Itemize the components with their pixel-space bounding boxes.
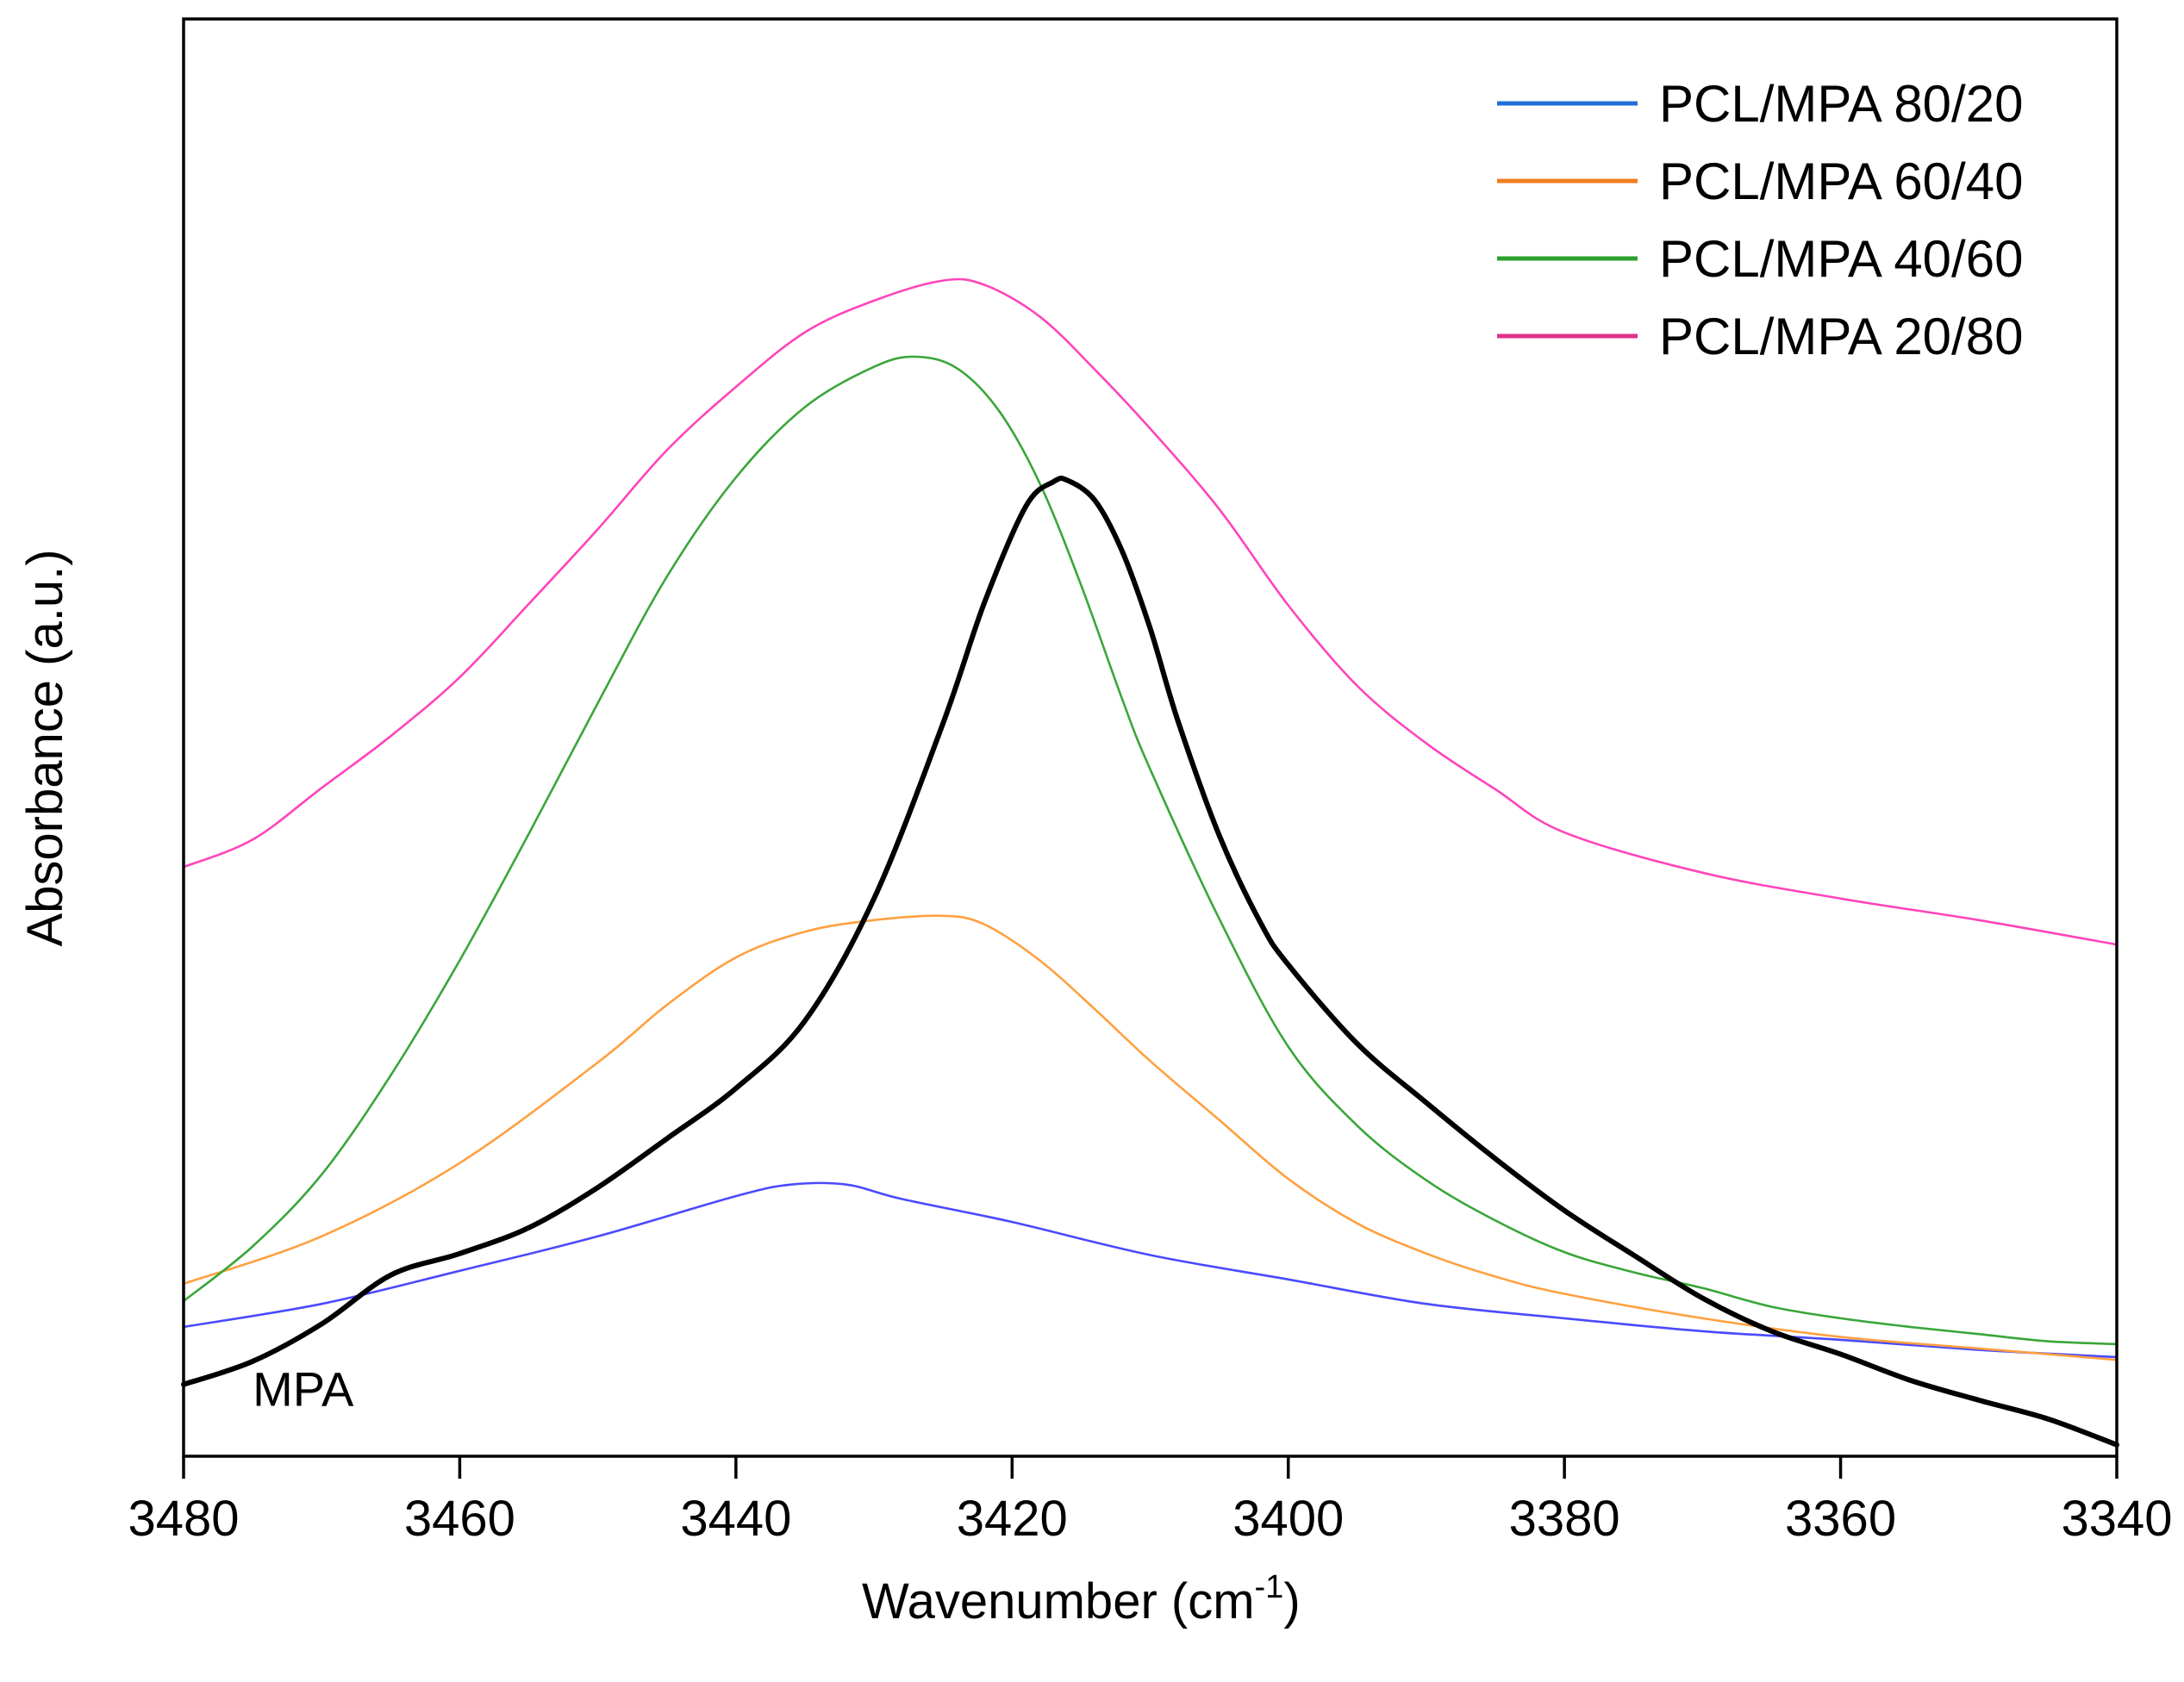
x-tick-label: 3380 xyxy=(1509,1491,1620,1547)
legend-label: PCL/MPA 80/20 xyxy=(1659,75,2023,133)
legend-label: PCL/MPA 20/80 xyxy=(1659,308,2023,365)
series-layer xyxy=(181,277,2119,1448)
series-line-pcl-mpa-80-20 xyxy=(182,1181,2118,1359)
legend-label: PCL/MPA 40/60 xyxy=(1659,230,2023,288)
x-tick-label: 3460 xyxy=(404,1491,515,1547)
x-tick-label: 3480 xyxy=(128,1491,239,1547)
series-line-pcl-mpa-40-60 xyxy=(182,355,2118,1346)
x-tick-label: 3340 xyxy=(2061,1491,2172,1547)
series-line-pcl-mpa-60-40 xyxy=(182,914,2118,1361)
x-axis-title-main: Wavenumber (cm xyxy=(862,1573,1255,1629)
series-line-pcl-mpa-20-80 xyxy=(182,277,2118,946)
x-axis: 3480 3460 3440 3420 3400 3380 3360 3340 xyxy=(128,1456,2173,1547)
x-tick-label: 3420 xyxy=(957,1491,1068,1547)
legend: PCL/MPA 80/20 PCL/MPA 60/40 PCL/MPA 40/60 P… xyxy=(1497,75,2023,365)
mpa-label: MPA xyxy=(253,1362,354,1417)
x-tick-label: 3440 xyxy=(680,1491,791,1547)
x-axis-title-suffix: ) xyxy=(1283,1573,1300,1629)
series-line-mpa xyxy=(181,476,2119,1448)
x-axis-title-superscript: -1 xyxy=(1255,1569,1284,1605)
legend-label: PCL/MPA 60/40 xyxy=(1659,153,2023,210)
plot-area-frame xyxy=(182,17,2118,1458)
x-axis-title: Wavenumber (cm-1) xyxy=(862,1569,1301,1629)
x-tick-label: 3360 xyxy=(1785,1491,1896,1547)
y-axis-title: Absorbance (a.u.) xyxy=(17,549,73,946)
x-tick-label: 3400 xyxy=(1232,1491,1344,1547)
